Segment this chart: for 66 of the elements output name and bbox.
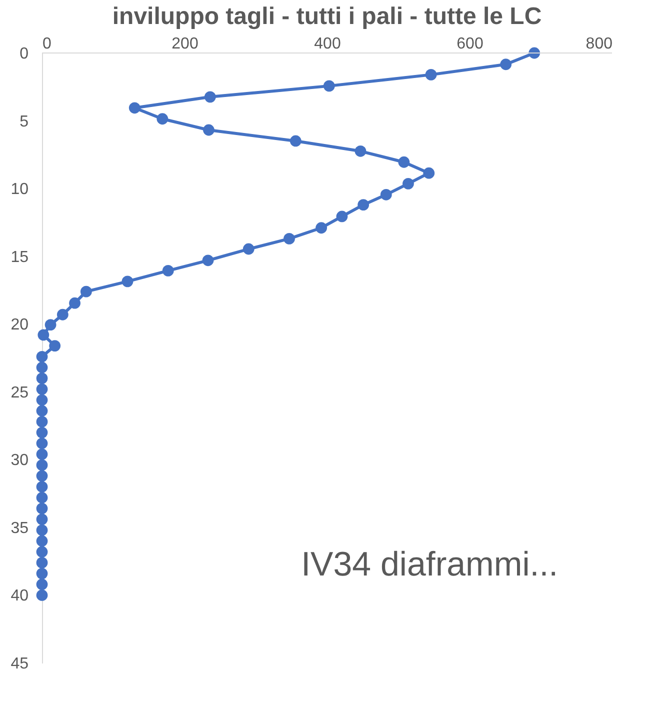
point — [290, 135, 302, 147]
point — [203, 124, 214, 136]
x-tick-label: 800 — [586, 36, 613, 52]
y-tick-label: 15 — [10, 248, 29, 266]
point — [36, 426, 48, 438]
point — [36, 557, 48, 568]
point — [36, 514, 48, 525]
point — [36, 578, 48, 590]
point — [500, 58, 512, 70]
x-tick-label: 400 — [314, 36, 341, 52]
point — [36, 568, 48, 580]
point — [36, 350, 48, 362]
point — [122, 276, 134, 288]
y-tick-label: 5 — [20, 113, 29, 130]
y-tick-label: 10 — [10, 181, 29, 198]
y-tick-label: 25 — [10, 384, 29, 402]
point — [380, 188, 392, 200]
x-tick-label: 200 — [172, 36, 198, 52]
point — [49, 340, 61, 352]
point — [128, 102, 140, 114]
point — [80, 286, 92, 298]
point — [284, 233, 295, 244]
y-tick-label: 45 — [10, 656, 29, 672]
point — [36, 535, 48, 547]
point — [402, 178, 414, 190]
point — [69, 297, 80, 309]
point — [36, 492, 48, 504]
point — [36, 405, 48, 417]
y-tick-label: 35 — [10, 520, 29, 537]
point — [242, 243, 254, 255]
point — [36, 362, 48, 374]
point — [38, 329, 50, 341]
point — [36, 481, 48, 492]
y-tick-label: 40 — [10, 588, 29, 605]
point — [323, 80, 335, 92]
point — [204, 91, 216, 103]
point — [36, 502, 48, 514]
point — [425, 69, 437, 80]
x-tick-label: 0 — [42, 36, 52, 52]
point — [36, 524, 48, 536]
y-tick-label: 20 — [10, 316, 29, 334]
chart-title: inviluppo tagli - tutti i pali - tutte le LC — [112, 3, 542, 30]
point — [423, 167, 435, 179]
point — [398, 156, 410, 168]
annotation: IV34 diaframmi... — [301, 545, 558, 584]
point — [36, 394, 48, 406]
point — [156, 113, 168, 125]
point — [36, 416, 48, 428]
point — [36, 438, 48, 450]
point — [358, 199, 370, 211]
point — [202, 254, 214, 266]
point — [336, 210, 348, 222]
point — [56, 308, 68, 320]
point — [354, 145, 366, 157]
point — [36, 590, 48, 601]
point — [44, 319, 56, 330]
point — [316, 222, 327, 234]
point — [36, 459, 48, 471]
point — [36, 372, 48, 384]
y-tick-label: 30 — [10, 452, 29, 470]
point — [162, 265, 174, 276]
point — [36, 448, 48, 460]
point — [36, 383, 48, 395]
point — [36, 470, 48, 482]
x-tick-label: 600 — [456, 36, 484, 52]
point — [36, 546, 48, 558]
